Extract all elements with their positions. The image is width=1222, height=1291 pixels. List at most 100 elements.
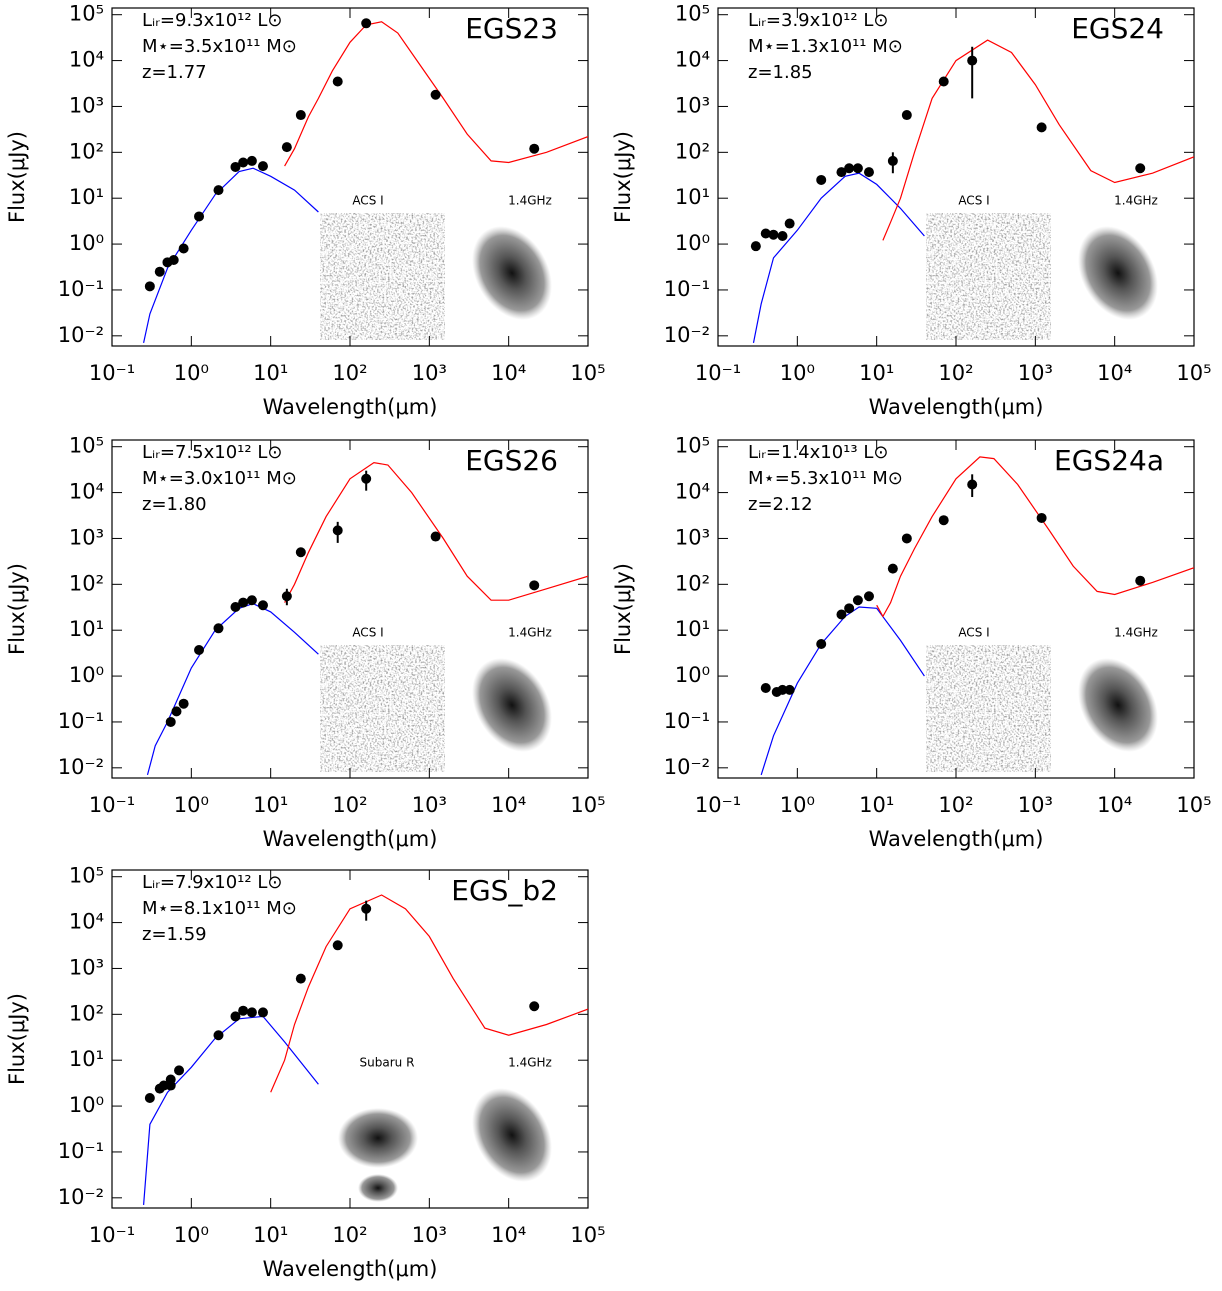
y-tick-label: 10² (675, 571, 710, 595)
x-tick-label: 10⁻¹ (695, 361, 741, 385)
inset-label: Subaru R (360, 1056, 415, 1070)
panel: ACS I 1.4GHz 10⁻¹ 10⁰ 10¹ 10² 10³ 10⁴ 10⁵ 10⁻² 10⁻… (5, 434, 606, 851)
data-point (246, 1007, 257, 1018)
inset-image-noise (320, 645, 445, 772)
x-tick-label: 10³ (412, 361, 447, 385)
data-point (213, 185, 224, 196)
x-tick-label: 10⁻¹ (89, 1223, 135, 1247)
data-point (901, 533, 912, 544)
plot-area (146, 461, 588, 776)
y-axis-label: Flux(μJy) (5, 563, 29, 655)
x-tick-label: 10³ (412, 793, 447, 817)
y-axis-label: Flux(μJy) (5, 131, 29, 223)
y-tick-label: 10⁰ (675, 663, 710, 687)
y-tick-label: 10⁵ (675, 2, 710, 26)
y-tick-label: 10³ (69, 525, 104, 549)
data-point (901, 110, 912, 121)
dust-model-line (284, 21, 588, 167)
data-point (238, 1005, 249, 1016)
data-point (836, 609, 847, 620)
radio-image (472, 658, 552, 752)
data-point (836, 167, 847, 178)
annotation: M⋆=5.3x10¹¹ M⊙ (748, 468, 903, 489)
panel-title: EGS_b2 (451, 874, 558, 907)
inset-label: ACS I (958, 626, 989, 640)
x-tick-label: 10⁴ (491, 361, 526, 385)
x-tick-label: 10⁻¹ (695, 793, 741, 817)
data-point (863, 591, 874, 602)
data-point (213, 623, 224, 634)
y-tick-label: 10⁻² (664, 755, 710, 779)
x-tick-label: 10¹ (859, 793, 894, 817)
y-tick-label: 10⁻¹ (664, 277, 710, 301)
inset-image (358, 1174, 398, 1202)
radio-image (1078, 226, 1158, 320)
y-tick-label: 10³ (675, 525, 710, 549)
x-tick-label: 10⁴ (1097, 793, 1132, 817)
data-point (246, 155, 257, 166)
annotation: M⋆=8.1x10¹¹ M⊙ (142, 898, 297, 919)
data-point (213, 1030, 224, 1041)
data-point (844, 163, 855, 174)
annotation: z=1.80 (142, 494, 207, 515)
y-tick-label: 10² (69, 139, 104, 163)
data-point (230, 161, 241, 172)
data-point (852, 595, 863, 606)
data-point (844, 603, 855, 614)
y-tick-label: 10³ (69, 955, 104, 979)
annotation: M⋆=3.0x10¹¹ M⊙ (142, 468, 297, 489)
data-point (165, 716, 176, 727)
data-point (1135, 575, 1146, 586)
stellar-model-line (143, 1015, 319, 1205)
y-tick-label: 10⁴ (69, 480, 104, 504)
data-point (230, 1011, 241, 1022)
inset-label: 1.4GHz (508, 194, 552, 208)
annotation: Lᵢᵣ=7.5x10¹² L⊙ (142, 442, 282, 463)
data-point (430, 89, 441, 100)
panel: ACS I 1.4GHz 10⁻¹ 10⁰ 10¹ 10² 10³ 10⁴ 10⁵ 10⁻² 10⁻… (611, 434, 1212, 851)
data-point (760, 682, 771, 693)
data-point (332, 525, 343, 536)
data-point (938, 515, 949, 526)
stellar-model-line (752, 172, 925, 344)
data-point (430, 531, 441, 542)
x-tick-label: 10⁰ (174, 1223, 209, 1247)
panel-title: EGS26 (465, 444, 558, 477)
plot-area (750, 39, 1194, 344)
y-tick-label: 10¹ (675, 185, 710, 209)
data-point (750, 241, 761, 252)
panel-title: EGS23 (465, 12, 558, 45)
y-axis-label: Flux(μJy) (611, 563, 635, 655)
x-tick-label: 10⁵ (570, 1223, 605, 1247)
data-point (257, 600, 268, 611)
data-point (529, 143, 540, 154)
inset-label: ACS I (958, 194, 989, 208)
x-tick-label: 10⁰ (780, 793, 815, 817)
annotation: Lᵢᵣ=1.4x10¹³ L⊙ (748, 442, 888, 463)
x-tick-label: 10⁵ (570, 793, 605, 817)
data-point (816, 174, 827, 185)
y-tick-label: 10² (69, 571, 104, 595)
y-tick-label: 10³ (675, 93, 710, 117)
inset-image (338, 1108, 418, 1168)
y-tick-label: 10⁰ (69, 663, 104, 687)
y-tick-label: 10¹ (69, 1047, 104, 1071)
y-tick-label: 10¹ (675, 617, 710, 641)
annotation: M⋆=1.3x10¹¹ M⊙ (748, 36, 903, 57)
x-axis-label: Wavelength(μm) (869, 395, 1044, 419)
data-point (967, 479, 978, 490)
y-tick-label: 10⁴ (69, 48, 104, 72)
data-point (257, 1007, 268, 1018)
data-point (784, 218, 795, 229)
annotation: M⋆=3.5x10¹¹ M⊙ (142, 36, 297, 57)
data-point (174, 1065, 185, 1076)
stellar-model-line (146, 602, 319, 776)
radio-image (472, 226, 552, 320)
y-tick-label: 10⁻¹ (58, 277, 104, 301)
x-tick-label: 10² (938, 793, 973, 817)
y-tick-label: 10⁴ (675, 480, 710, 504)
y-tick-label: 10² (69, 1001, 104, 1025)
panel: Subaru R 1.4GHz 10⁻¹ 10⁰ 10¹ 10² 10³ 10⁴ 10⁵ 10⁻²… (5, 864, 606, 1281)
y-axis-label: Flux(μJy) (5, 993, 29, 1085)
plot-area (143, 894, 588, 1205)
